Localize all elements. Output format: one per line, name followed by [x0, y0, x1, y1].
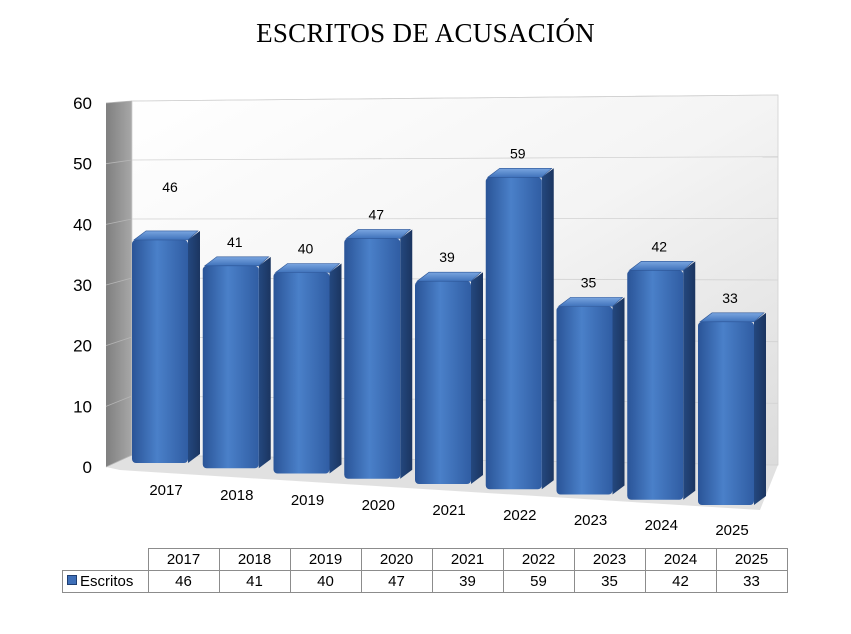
table-value-2017: 46: [147, 570, 220, 593]
table-header-2021: 2021: [431, 548, 504, 571]
data-label: 35: [581, 274, 597, 290]
bar-side-face: [400, 229, 413, 479]
data-table-header-row: 2017 2018 2019 2020 2021 2022 2023 2024 …: [62, 548, 788, 571]
legend-series-name: Escritos: [80, 573, 134, 590]
gridline: [131, 156, 779, 161]
chart-title: ESCRITOS DE ACUSACIÓN: [256, 18, 595, 48]
legend-key-icon: [67, 575, 77, 585]
gridline-side: [105, 218, 133, 225]
bar: [627, 261, 696, 500]
bar-top-face: [133, 230, 199, 241]
data-label: 42: [651, 238, 667, 254]
gridline: [131, 217, 779, 220]
x-tick-label: 2020: [362, 497, 395, 514]
bar: [202, 256, 271, 469]
bar: [698, 312, 766, 505]
bar-front-face: [485, 177, 542, 490]
table-header-2019: 2019: [289, 548, 362, 571]
y-tick-label: 30: [73, 276, 92, 295]
bar-top-face: [203, 256, 270, 267]
bar-side-face: [683, 261, 696, 500]
gridline-side: [105, 100, 133, 104]
bar-top-face: [345, 229, 412, 239]
bar-side-face: [329, 263, 342, 474]
x-tick-label: 2021: [432, 502, 465, 519]
table-header-2024: 2024: [644, 548, 717, 571]
table-value-2024: 42: [644, 570, 717, 593]
bar-front-face: [627, 270, 684, 500]
bar-top-face: [486, 167, 553, 178]
bar-top-face: [557, 297, 624, 307]
data-table-corner: [62, 548, 149, 571]
bar-side-face: [612, 297, 625, 495]
legend-series-cell: Escritos: [62, 570, 149, 593]
table-header-2018: 2018: [218, 548, 291, 571]
gridline-side: [105, 454, 133, 468]
bar: [415, 271, 483, 484]
table-value-2025: 33: [715, 570, 788, 593]
bar: [556, 297, 625, 495]
x-tick-label: 2023: [574, 512, 607, 529]
gridline: [131, 94, 779, 102]
gridline-side: [105, 395, 133, 407]
table-value-2021: 39: [431, 570, 504, 593]
data-label: 47: [368, 206, 384, 222]
bar: [344, 229, 413, 479]
side-wall: [106, 101, 132, 467]
x-tick-label: 2025: [715, 522, 748, 539]
bar: [485, 167, 554, 490]
data-label: 33: [722, 290, 738, 306]
bar-side-face: [541, 168, 554, 490]
x-tick-label: 2017: [149, 482, 182, 499]
bar-top-face: [699, 312, 765, 323]
gridline-side: [105, 159, 133, 165]
data-label: 59: [510, 145, 526, 161]
table-header-2017: 2017: [147, 548, 220, 571]
bar-side-face: [188, 230, 200, 463]
bar-top-face: [416, 271, 482, 282]
table-value-2023: 35: [573, 570, 646, 593]
y-tick-label: 50: [73, 155, 92, 174]
y-tick-label: 40: [73, 215, 92, 234]
table-value-2022: 59: [502, 570, 575, 593]
bar-front-face: [202, 265, 259, 469]
bar: [273, 263, 342, 474]
data-table-series-row: Escritos 46 41 40 47 39 59 35 42 33: [62, 570, 788, 593]
table-value-2019: 40: [289, 570, 362, 593]
table-value-2020: 47: [360, 570, 433, 593]
gridline-side: [105, 277, 133, 286]
gridline-side: [105, 336, 133, 347]
bar: [132, 230, 200, 463]
bar-side-face: [258, 256, 271, 469]
y-tick-label: 0: [83, 458, 92, 477]
table-header-2025: 2025: [715, 548, 788, 571]
table-value-2018: 41: [218, 570, 291, 593]
bar-front-face: [556, 306, 613, 495]
data-label: 41: [227, 234, 243, 250]
y-tick-label: 10: [73, 397, 92, 416]
bar-top-face: [274, 263, 341, 273]
x-tick-label: 2024: [645, 517, 678, 534]
bar-chart-plot: 0 10 20 30 40 50 60 46 2017 41 2018 40 2019 47 2020 39 2…: [73, 94, 779, 539]
data-label: 40: [298, 241, 314, 257]
data-table: 2017 2018 2019 2020 2021 2022 2023 2024 …: [62, 548, 788, 593]
x-tick-label: 2019: [291, 492, 324, 509]
x-tick-label: 2018: [220, 487, 253, 504]
table-header-2020: 2020: [360, 548, 433, 571]
x-tick-label: 2022: [503, 507, 536, 524]
y-tick-label: 20: [73, 337, 92, 356]
table-header-2022: 2022: [502, 548, 575, 571]
bar-front-face: [132, 239, 188, 463]
data-label: 39: [439, 249, 455, 265]
bar-front-face: [344, 238, 401, 479]
bar-front-face: [273, 272, 330, 474]
bar-front-face: [698, 321, 754, 505]
bar-side-face: [471, 272, 483, 484]
bar-front-face: [415, 281, 471, 484]
bar-side-face: [754, 312, 766, 505]
bar-top-face: [628, 261, 695, 271]
data-label: 46: [162, 179, 178, 195]
y-tick-label: 60: [73, 94, 92, 113]
table-header-2023: 2023: [573, 548, 646, 571]
